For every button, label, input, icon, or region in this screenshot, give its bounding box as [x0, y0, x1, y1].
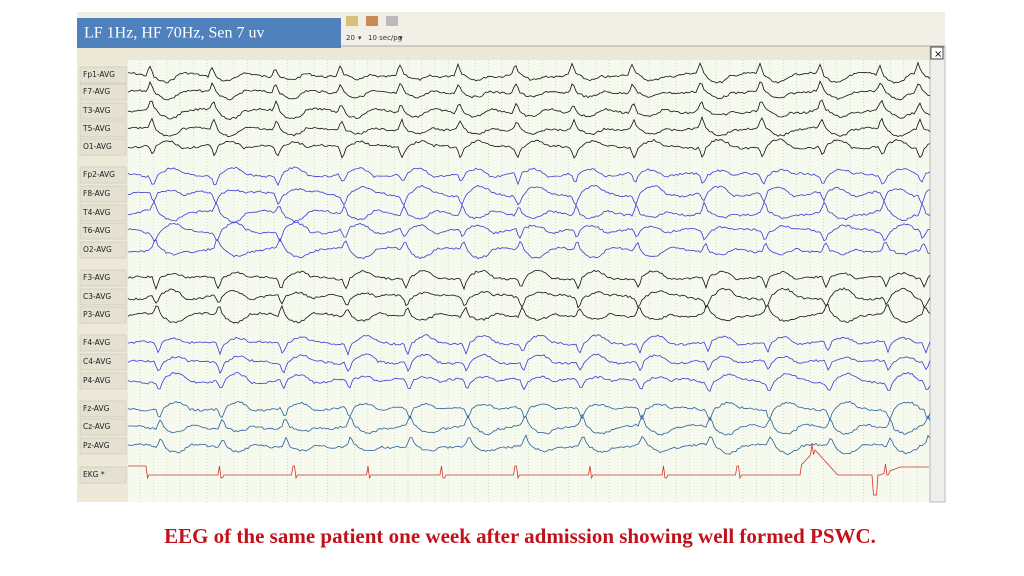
eeg-trace: [127, 287, 931, 309]
channel-label: F3-AVG: [83, 273, 110, 282]
channel-label: C3-AVG: [83, 292, 111, 301]
eeg-trace: [127, 166, 931, 187]
channel-button[interactable]: [79, 83, 127, 101]
channel-label: O2-AVG: [83, 245, 112, 254]
channel-label: Fp2-AVG: [83, 170, 115, 179]
eeg-trace: [127, 334, 931, 356]
channel-button[interactable]: [79, 466, 127, 484]
channel-button[interactable]: [79, 269, 127, 287]
eeg-trace: [127, 303, 931, 324]
channel-label: O1-AVG: [83, 142, 112, 151]
filter-banner: [77, 18, 341, 48]
channel-label: Fz-AVG: [83, 404, 110, 413]
dropdown-arrow[interactable]: ▾: [358, 34, 362, 42]
channel-label: F7-AVG: [83, 87, 110, 96]
channel-label: Cz-AVG: [83, 422, 110, 431]
eeg-trace: [127, 434, 931, 455]
channel-button[interactable]: [79, 334, 127, 352]
toolbar-icon[interactable]: [366, 16, 378, 26]
channel-button[interactable]: [79, 400, 127, 418]
eeg-trace: [127, 138, 931, 159]
eeg-trace: [127, 269, 931, 291]
toolbar-icon[interactable]: [386, 16, 398, 26]
eeg-trace: [128, 115, 931, 138]
channel-label: P4-AVG: [83, 376, 111, 385]
eeg-trace: [127, 221, 931, 243]
channel-button[interactable]: [79, 166, 127, 184]
channel-button[interactable]: [79, 138, 127, 156]
eeg-trace: [127, 61, 931, 84]
channel-label: T5-AVG: [82, 124, 111, 133]
close-button[interactable]: [930, 46, 944, 60]
eeg-trace: [127, 353, 931, 375]
channel-button[interactable]: [79, 222, 127, 240]
channel-label: Fp1-AVG: [83, 70, 115, 79]
channel-button[interactable]: [79, 66, 127, 84]
channel-button[interactable]: [79, 372, 127, 390]
trace-area: [128, 60, 930, 502]
eeg-trace: [127, 99, 931, 121]
channel-label: Pz-AVG: [83, 441, 110, 450]
channel-label: F8-AVG: [83, 189, 110, 198]
eeg-trace: [127, 80, 931, 101]
channel-button[interactable]: [79, 418, 127, 436]
channel-label: P3-AVG: [83, 310, 111, 319]
page-count: 20: [346, 34, 355, 42]
channel-label: EKG *: [83, 470, 105, 479]
channel-button[interactable]: [79, 204, 127, 222]
channel-button[interactable]: [79, 241, 127, 259]
channel-label: F4-AVG: [83, 338, 110, 347]
channel-button[interactable]: [79, 353, 127, 371]
toolbar-icon[interactable]: [346, 16, 358, 26]
close-icon[interactable]: ×: [934, 49, 942, 60]
caption: EEG of the same patient one week after a…: [164, 524, 876, 548]
channel-button[interactable]: [79, 120, 127, 138]
channel-label: T3-AVG: [82, 106, 111, 115]
eeg-trace: [127, 371, 931, 392]
channel-label: T4-AVG: [82, 208, 111, 217]
eeg-trace: [127, 413, 931, 436]
eeg-trace: [127, 237, 931, 260]
channel-label: T6-AVG: [82, 226, 111, 235]
dropdown-arrow[interactable]: ▾: [399, 34, 403, 42]
channel-button[interactable]: [79, 185, 127, 203]
scrollbar[interactable]: [929, 46, 946, 503]
page-speed[interactable]: 10 sec/pg: [368, 34, 402, 42]
channel-button[interactable]: [79, 306, 127, 324]
channel-button[interactable]: [79, 102, 127, 120]
filter-label: LF 1Hz, HF 70Hz, Sen 7 uv: [84, 25, 264, 42]
channel-button[interactable]: [79, 437, 127, 455]
eeg-trace: [127, 400, 931, 422]
eeg-trace: [127, 184, 931, 207]
channel-button[interactable]: [79, 288, 127, 306]
channel-label: C4-AVG: [83, 357, 111, 366]
eeg-trace: [127, 199, 931, 223]
eeg-trace: [128, 444, 929, 496]
